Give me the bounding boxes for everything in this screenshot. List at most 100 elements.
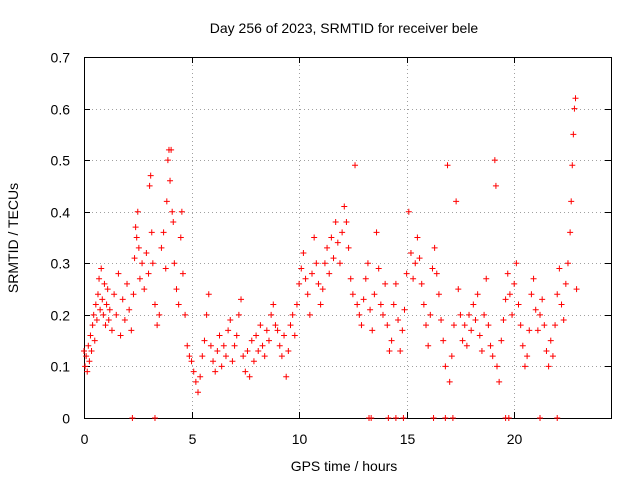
data-point <box>528 291 535 298</box>
data-point <box>500 317 507 324</box>
data-point <box>131 255 138 262</box>
y-tick-label: 0.1 <box>51 359 71 375</box>
y-tick-label: 0.5 <box>51 153 71 169</box>
data-point <box>235 311 242 318</box>
data-point <box>367 306 374 313</box>
data-point <box>487 342 494 349</box>
data-point <box>151 301 158 308</box>
data-point <box>169 208 176 215</box>
data-point <box>568 198 575 205</box>
data-point <box>570 131 577 138</box>
data-point <box>287 322 294 329</box>
data-point <box>212 368 219 375</box>
data-point <box>412 260 419 267</box>
data-point <box>326 270 333 277</box>
data-point <box>201 337 208 344</box>
data-point <box>534 327 541 334</box>
data-point <box>291 332 298 339</box>
data-point <box>89 322 96 329</box>
data-point <box>537 415 544 421</box>
data-point <box>151 415 158 421</box>
data-point <box>106 306 113 313</box>
data-point <box>358 322 365 329</box>
data-point <box>268 311 275 318</box>
data-point <box>556 265 563 272</box>
data-point <box>339 229 346 236</box>
data-point <box>227 317 234 324</box>
data-point <box>420 301 427 308</box>
data-point <box>438 317 445 324</box>
data-point <box>498 337 505 344</box>
data-point <box>130 291 137 298</box>
data-point <box>154 322 161 329</box>
data-point <box>317 301 324 308</box>
data-point <box>128 327 135 334</box>
data-point <box>231 342 238 349</box>
data-point <box>547 337 554 344</box>
data-point <box>489 353 496 360</box>
data-point <box>430 415 437 421</box>
data-point <box>474 291 481 298</box>
data-point <box>96 275 103 282</box>
data-point <box>276 342 283 349</box>
data-point <box>446 378 453 385</box>
data-point <box>92 301 99 308</box>
data-point <box>170 219 177 226</box>
data-point <box>162 265 169 272</box>
data-point <box>149 260 156 267</box>
data-point <box>502 296 509 303</box>
data-point <box>133 234 140 241</box>
data-point <box>410 275 417 282</box>
data-point <box>341 203 348 210</box>
data-point <box>163 198 170 205</box>
data-point <box>377 301 384 308</box>
data-point <box>171 260 178 267</box>
data-point <box>81 347 87 354</box>
data-point <box>302 275 309 282</box>
data-point <box>364 260 371 267</box>
data-point <box>567 229 574 236</box>
data-point <box>478 347 485 354</box>
data-point <box>492 182 499 189</box>
data-point <box>392 415 399 421</box>
x-tick-label: 20 <box>507 431 523 447</box>
data-point <box>368 415 375 421</box>
data-point <box>100 311 107 318</box>
data-point <box>83 353 90 360</box>
data-point <box>124 280 131 287</box>
data-point <box>309 270 316 277</box>
data-point <box>186 353 193 360</box>
x-tick-label: 0 <box>81 431 89 447</box>
data-point <box>115 270 122 277</box>
data-point <box>453 198 460 205</box>
data-point <box>416 255 423 262</box>
data-point <box>388 337 395 344</box>
data-point <box>177 234 184 241</box>
data-point <box>85 342 92 349</box>
data-point <box>472 317 479 324</box>
data-point <box>558 301 565 308</box>
data-point <box>343 219 350 226</box>
data-point <box>143 249 150 256</box>
data-point <box>306 311 313 318</box>
data-point <box>86 358 93 365</box>
data-point <box>466 311 473 318</box>
data-point <box>87 332 94 339</box>
data-point <box>336 260 343 267</box>
data-point <box>319 286 326 293</box>
data-point <box>238 296 245 303</box>
data-point <box>293 301 300 308</box>
axis-ticks <box>84 57 611 419</box>
data-point <box>457 311 464 318</box>
data-point <box>506 291 513 298</box>
data-point <box>304 291 311 298</box>
data-point <box>91 337 98 344</box>
data-point <box>257 322 264 329</box>
data-point <box>571 105 578 112</box>
data-point <box>111 291 118 298</box>
data-point <box>210 358 217 365</box>
data-point <box>108 327 115 334</box>
data-point <box>248 337 255 344</box>
